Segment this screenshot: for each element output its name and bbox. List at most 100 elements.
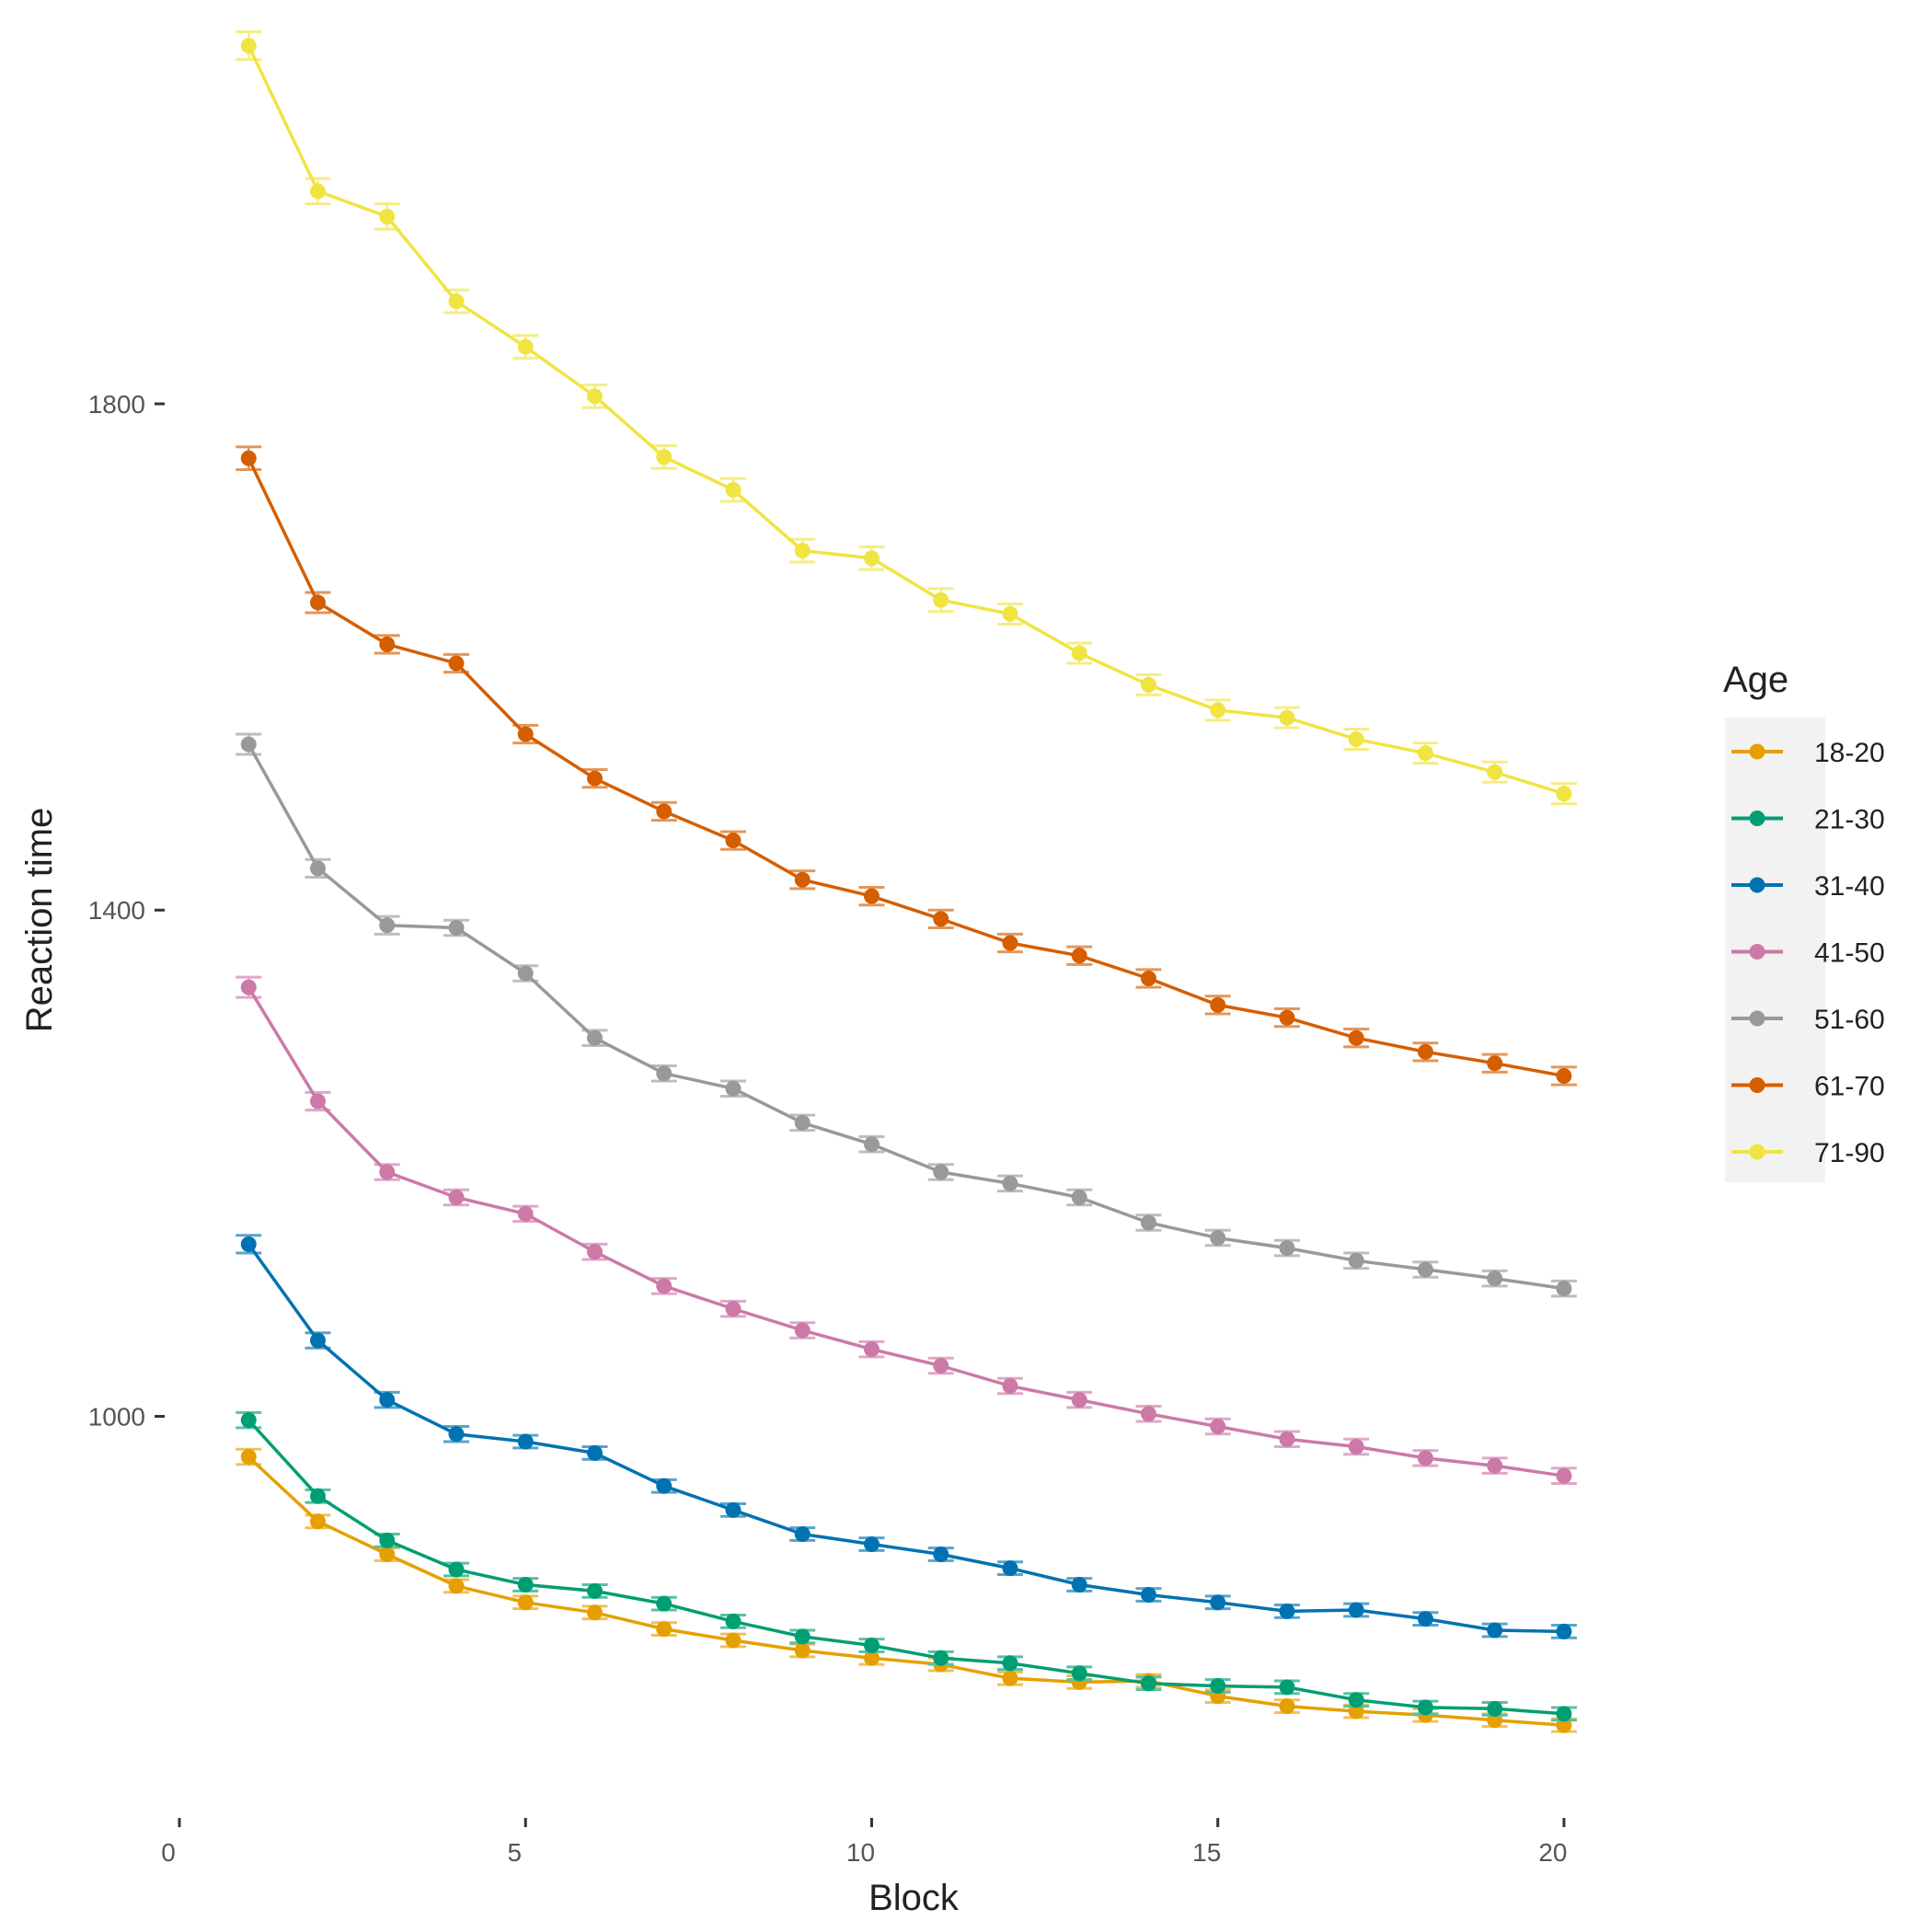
data-point: [1556, 1706, 1572, 1722]
data-point: [933, 911, 949, 927]
series-line: [247, 44, 1565, 796]
data-point: [379, 917, 396, 934]
data-point: [586, 1029, 603, 1046]
data-point: [448, 1190, 465, 1206]
data-point: [1348, 1439, 1364, 1455]
data-point: [863, 1638, 880, 1654]
data-point: [1002, 605, 1018, 622]
series-line: [247, 743, 1565, 1291]
x-tick-label: 20: [1538, 1838, 1567, 1867]
legend-label: 41-50: [1814, 938, 1885, 969]
data-point: [794, 1114, 811, 1131]
data-point: [1556, 1467, 1572, 1484]
data-point: [1279, 709, 1295, 726]
data-point: [1556, 1067, 1572, 1084]
data-point: [1279, 1698, 1295, 1715]
series-21-30: [236, 1410, 1577, 1722]
data-point: [1556, 1281, 1572, 1297]
data-point: [240, 1449, 257, 1466]
legend-label: 71-90: [1814, 1138, 1885, 1168]
data-point: [725, 1632, 742, 1649]
data-point: [240, 979, 257, 995]
data-point: [240, 736, 257, 753]
data-point: [1071, 948, 1087, 964]
data-point: [1279, 1431, 1295, 1447]
data-point: [863, 1535, 880, 1552]
data-point: [379, 1392, 396, 1409]
data-point: [1348, 1692, 1364, 1708]
data-point: [1140, 971, 1156, 987]
data-point: [1487, 1271, 1503, 1287]
data-point: [517, 339, 534, 355]
legend-item-18-20: 18-20: [1731, 738, 1885, 768]
data-point: [448, 1578, 465, 1594]
data-point: [1002, 1378, 1018, 1395]
data-point: [794, 543, 811, 559]
data-point: [517, 1576, 534, 1593]
data-point: [656, 803, 673, 820]
data-point: [1071, 1665, 1087, 1682]
x-axis-title: Block: [868, 1878, 960, 1918]
data-point: [933, 1546, 949, 1562]
data-point: [725, 1613, 742, 1629]
data-point: [794, 1322, 811, 1339]
data-point: [656, 1478, 673, 1494]
data-point: [863, 888, 880, 904]
plot-area: [236, 29, 1577, 1733]
data-point: [586, 388, 603, 405]
data-point: [1140, 1587, 1156, 1604]
data-point: [656, 1621, 673, 1638]
data-point: [1210, 1230, 1226, 1247]
data-point: [1348, 1029, 1364, 1046]
data-point: [240, 1412, 257, 1429]
data-point: [933, 1650, 949, 1666]
y-tick-label: 1400: [88, 896, 145, 925]
series-line: [247, 1419, 1565, 1716]
data-point: [586, 1444, 603, 1461]
axes: 0 5 10 15 20 1000 1400 1800: [88, 390, 1568, 1867]
data-point: [1140, 1406, 1156, 1422]
data-point: [863, 1341, 880, 1358]
data-point: [725, 833, 742, 849]
data-point: [379, 636, 396, 652]
data-point: [448, 1426, 465, 1443]
data-point: [1487, 764, 1503, 780]
series-61-70: [236, 445, 1577, 1087]
data-point: [1071, 645, 1087, 661]
data-point: [1487, 1700, 1503, 1717]
data-point: [1002, 935, 1018, 951]
data-point: [794, 1628, 811, 1645]
data-point: [1002, 1560, 1018, 1577]
data-point: [1556, 786, 1572, 802]
data-point: [1210, 1419, 1226, 1435]
series-71-90: [236, 29, 1577, 806]
series-line: [247, 1243, 1565, 1634]
data-point: [309, 1513, 326, 1530]
data-point: [517, 1205, 534, 1222]
data-point: [794, 1642, 811, 1659]
legend-item-31-40: 31-40: [1731, 871, 1885, 902]
data-point: [586, 1244, 603, 1260]
series-31-40: [236, 1234, 1577, 1639]
data-point: [1002, 1655, 1018, 1672]
data-point: [1348, 1602, 1364, 1618]
data-point: [240, 450, 257, 466]
data-point: [379, 1546, 396, 1562]
data-point: [725, 1501, 742, 1518]
series-51-60: [236, 732, 1577, 1298]
data-point: [863, 550, 880, 567]
data-point: [1279, 1603, 1295, 1619]
data-point: [794, 871, 811, 888]
data-point: [240, 38, 257, 54]
data-point: [379, 208, 396, 224]
data-point: [1002, 1670, 1018, 1686]
data-point: [1348, 731, 1364, 748]
y-tick-label: 1800: [88, 390, 145, 419]
x-tick-label: 0: [161, 1838, 176, 1867]
data-point: [309, 183, 326, 200]
data-point: [1279, 1679, 1295, 1696]
data-point: [586, 1604, 603, 1621]
legend-key-point: [1749, 877, 1765, 893]
